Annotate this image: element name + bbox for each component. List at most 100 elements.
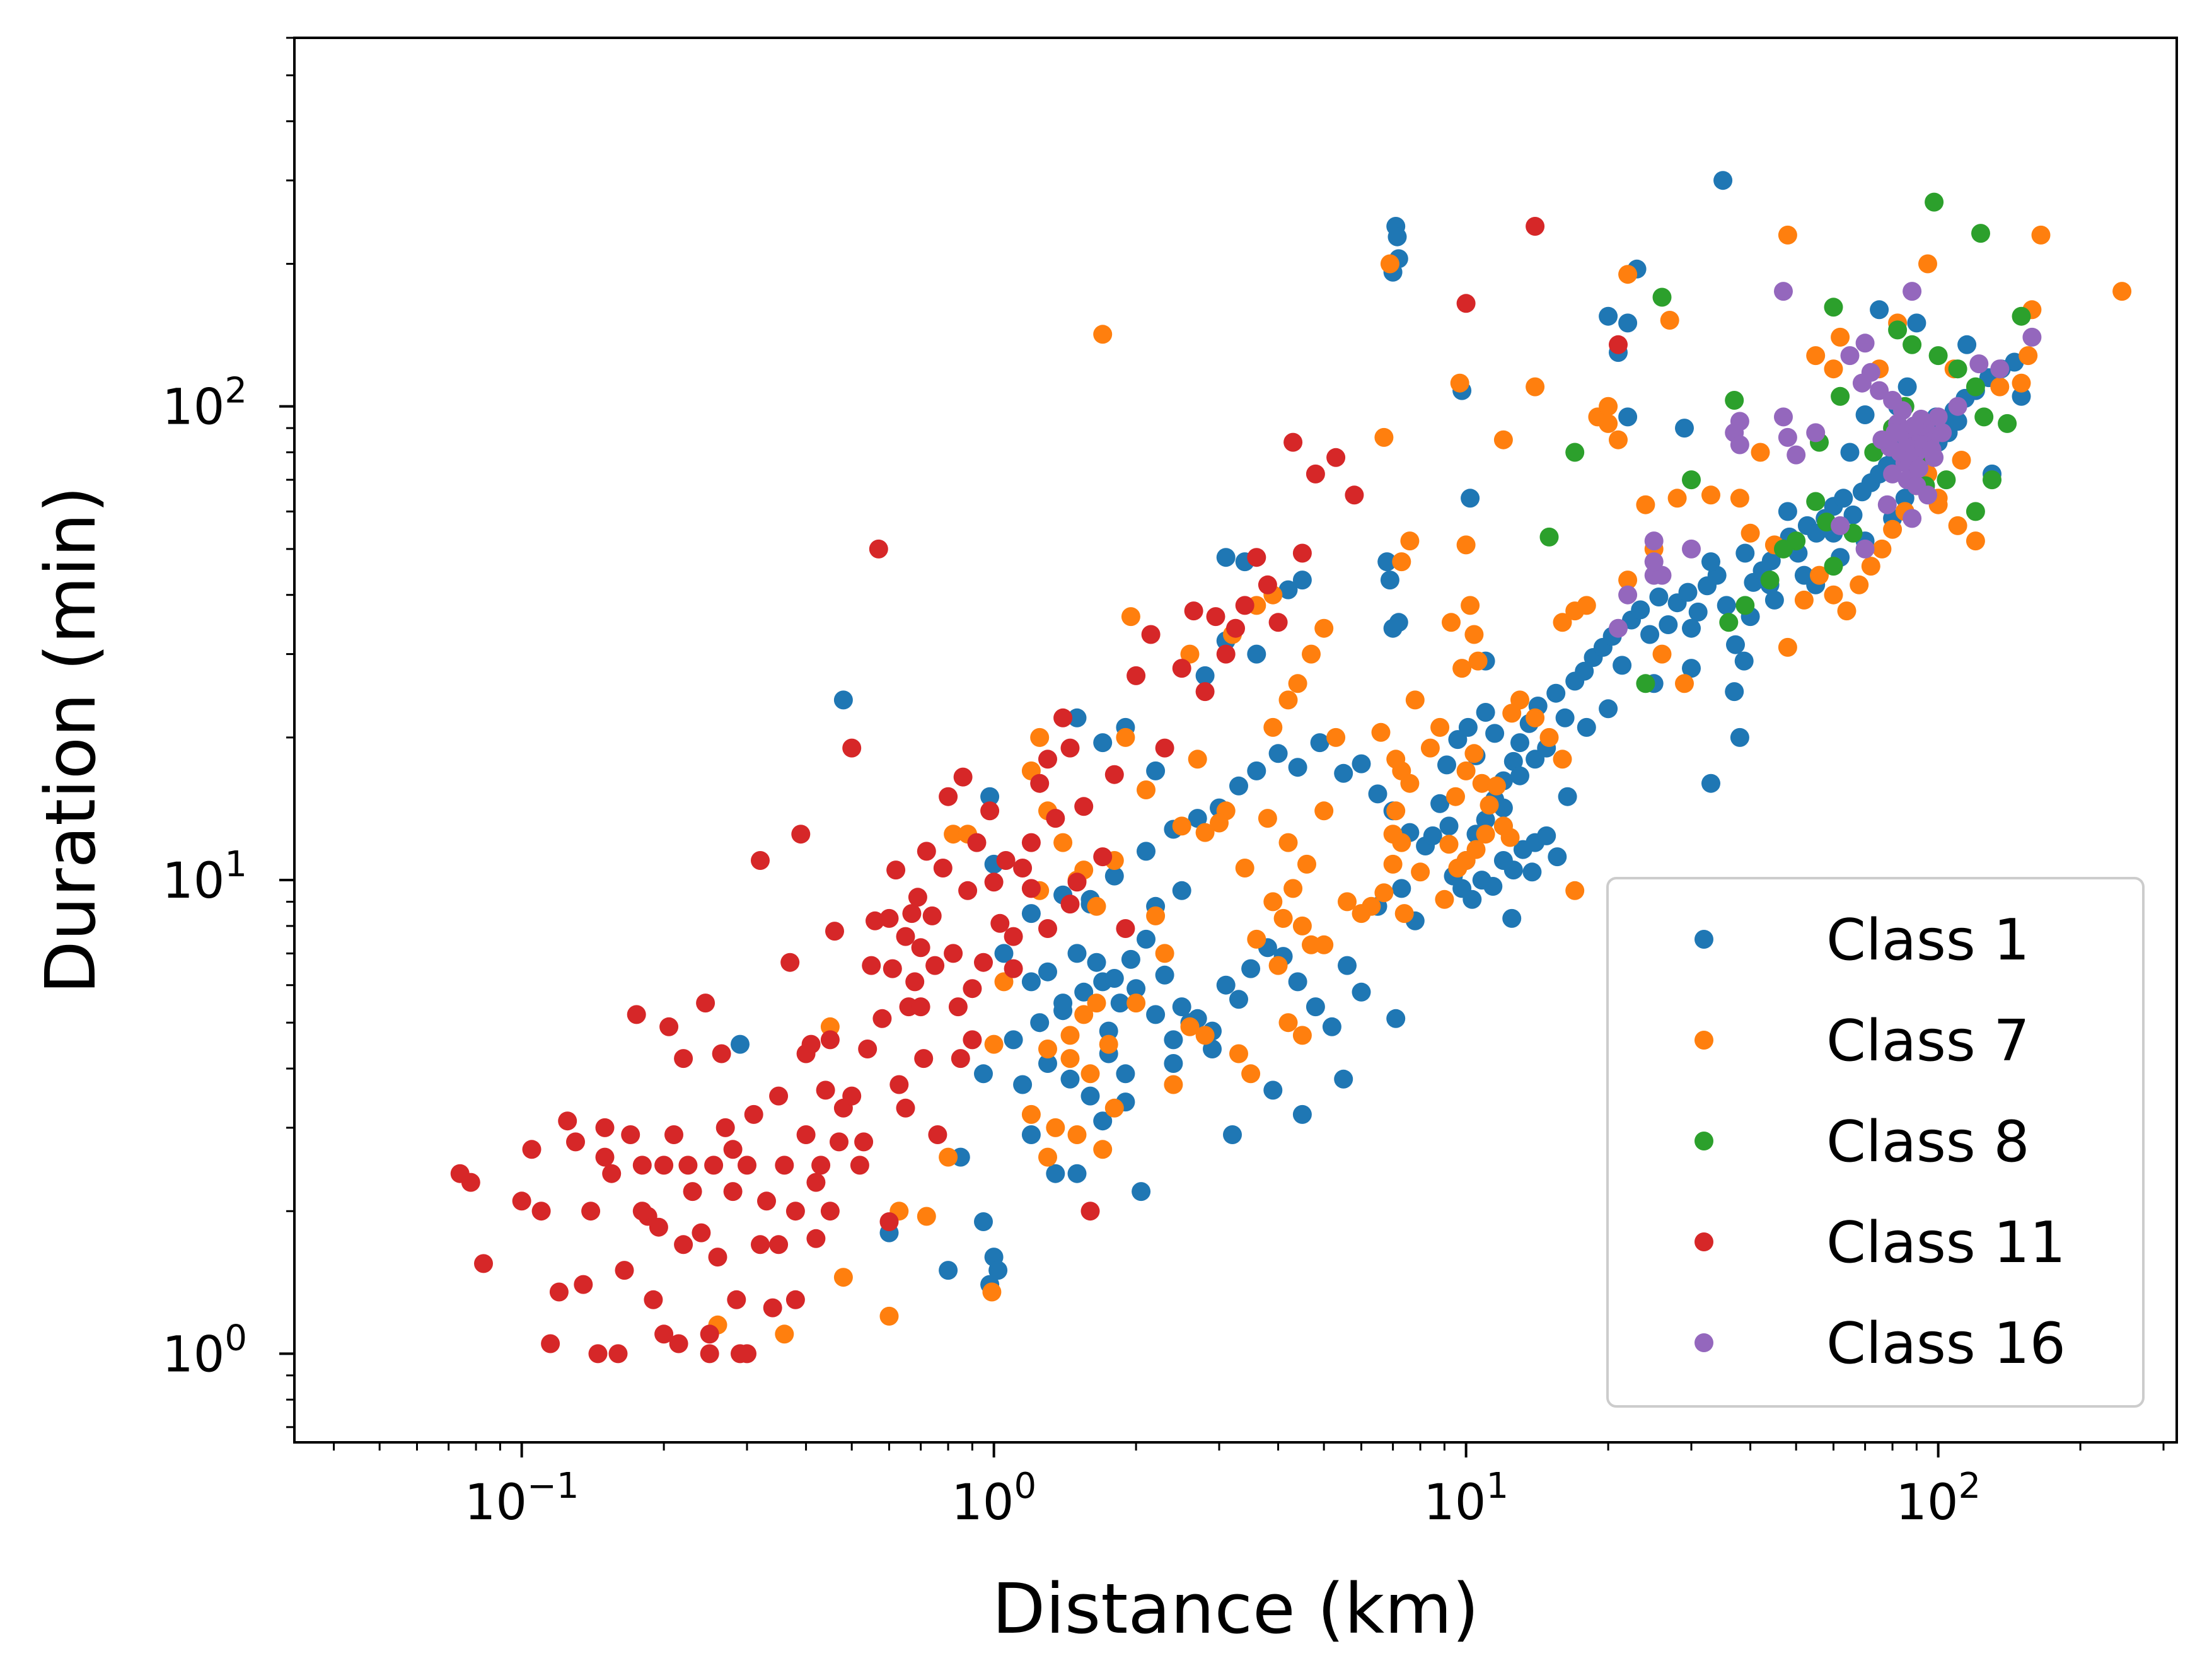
- data-point: [1537, 826, 1556, 845]
- data-point: [1216, 548, 1236, 567]
- data-point: [1778, 637, 1797, 657]
- data-point: [1247, 929, 1266, 949]
- data-point: [1080, 1064, 1100, 1084]
- data-point: [917, 1207, 936, 1226]
- data-point: [1352, 982, 1371, 1002]
- data-point: [1038, 962, 1057, 982]
- data-point: [654, 1156, 674, 1175]
- data-point: [1452, 659, 1472, 678]
- data-point: [1918, 254, 1937, 274]
- data-point: [1636, 674, 1655, 693]
- data-point: [738, 1156, 756, 1175]
- data-point: [889, 1075, 909, 1094]
- data-point: [1539, 727, 1559, 747]
- data-point: [574, 1275, 593, 1294]
- data-point: [1053, 833, 1073, 852]
- data-point: [1074, 1005, 1094, 1024]
- data-point: [833, 1268, 853, 1287]
- data-point: [700, 1324, 719, 1344]
- data-point: [1883, 519, 1903, 539]
- x-tick-label: 10−1: [465, 1466, 579, 1531]
- data-point: [700, 1344, 719, 1364]
- legend: Class 1 Class 7 Class 8 Class 11 Class 16: [1606, 877, 2145, 1408]
- data-point: [1476, 703, 1495, 722]
- data-point: [1288, 972, 1307, 992]
- data-point: [850, 1156, 869, 1175]
- data-point: [1334, 1069, 1353, 1089]
- data-point: [1806, 346, 1826, 366]
- data-point: [1021, 1104, 1041, 1124]
- data-point: [1278, 690, 1298, 710]
- data-point: [1394, 904, 1414, 924]
- data-point: [1164, 1030, 1183, 1050]
- data-point: [944, 825, 963, 844]
- data-point: [925, 956, 945, 975]
- data-point: [1038, 1147, 1057, 1167]
- data-point: [780, 953, 800, 972]
- data-point: [1038, 1040, 1057, 1058]
- data-point: [1060, 1026, 1080, 1045]
- data-point: [830, 1132, 849, 1152]
- data-point: [1682, 618, 1701, 638]
- data-point: [1195, 666, 1215, 685]
- data-point: [1870, 300, 1889, 320]
- data-point: [1957, 335, 1977, 354]
- data-point: [1918, 485, 1937, 505]
- data-point: [1080, 1086, 1100, 1106]
- data-point: [1067, 708, 1087, 727]
- data-point: [879, 1212, 899, 1231]
- data-point: [1430, 794, 1450, 813]
- data-point: [1314, 801, 1334, 821]
- data-point: [1263, 892, 1283, 912]
- data-point: [1430, 717, 1450, 737]
- data-point: [1046, 809, 1065, 828]
- data-point: [1472, 773, 1492, 793]
- data-point: [1734, 651, 1754, 671]
- data-point: [1855, 539, 1875, 559]
- data-point: [820, 1017, 840, 1036]
- data-point: [1824, 557, 1843, 576]
- data-point: [1116, 1064, 1135, 1084]
- data-point: [872, 1009, 892, 1028]
- data-point: [1450, 373, 1469, 393]
- data-point: [1461, 596, 1480, 615]
- data-point: [820, 1202, 840, 1221]
- y-tick-label: 102: [162, 371, 247, 436]
- data-point: [1903, 509, 1922, 528]
- data-point: [1188, 750, 1207, 769]
- data-point: [1067, 1125, 1087, 1144]
- data-point: [1060, 1069, 1080, 1089]
- data-point: [1146, 906, 1166, 925]
- data-point: [775, 1156, 794, 1175]
- data-point: [1226, 618, 1245, 638]
- data-point: [1292, 916, 1312, 936]
- data-point: [751, 851, 770, 870]
- data-point: [1764, 590, 1784, 610]
- data-point: [1099, 1021, 1118, 1041]
- data-point: [1682, 470, 1701, 490]
- data-point: [731, 1034, 750, 1054]
- data-point: [1522, 862, 1542, 882]
- data-point: [1778, 225, 1797, 245]
- data-point: [2022, 327, 2042, 347]
- data-point: [963, 1030, 982, 1050]
- data-point: [1682, 659, 1701, 678]
- data-point: [1613, 656, 1632, 675]
- data-point: [1904, 416, 1924, 436]
- legend-marker: [1694, 1132, 1713, 1150]
- data-point: [988, 1261, 1008, 1280]
- data-point: [1928, 346, 1948, 366]
- data-point: [1216, 644, 1236, 664]
- data-point: [1278, 833, 1298, 852]
- data-point: [1493, 430, 1513, 449]
- data-point: [811, 1156, 831, 1175]
- data-point: [1974, 407, 1994, 427]
- data-point: [1067, 1164, 1087, 1183]
- data-point: [1093, 847, 1113, 867]
- data-point: [621, 1125, 640, 1144]
- data-point: [1575, 661, 1594, 681]
- data-point: [939, 1147, 958, 1167]
- data-point: [1725, 682, 1744, 702]
- data-point: [1268, 956, 1288, 975]
- data-point: [879, 908, 899, 928]
